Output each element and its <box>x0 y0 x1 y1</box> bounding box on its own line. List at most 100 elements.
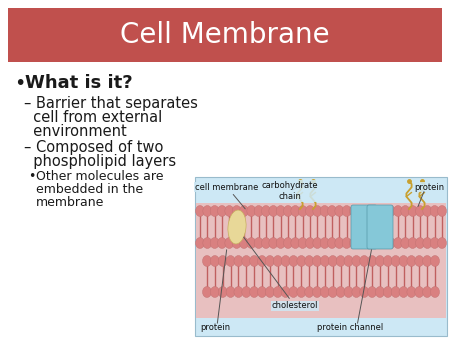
Ellipse shape <box>234 256 243 266</box>
Ellipse shape <box>210 206 219 217</box>
Ellipse shape <box>423 256 432 266</box>
Ellipse shape <box>306 238 315 248</box>
Ellipse shape <box>232 206 241 217</box>
Ellipse shape <box>195 238 204 248</box>
Ellipse shape <box>372 206 381 217</box>
Ellipse shape <box>368 287 377 297</box>
Ellipse shape <box>408 238 417 248</box>
Ellipse shape <box>250 256 259 266</box>
Ellipse shape <box>291 238 300 248</box>
Ellipse shape <box>254 206 263 217</box>
Ellipse shape <box>375 256 384 266</box>
Ellipse shape <box>430 238 439 248</box>
Ellipse shape <box>423 206 432 217</box>
Ellipse shape <box>234 287 243 297</box>
Ellipse shape <box>379 206 388 217</box>
Ellipse shape <box>313 256 322 266</box>
Ellipse shape <box>232 238 241 248</box>
Ellipse shape <box>266 287 274 297</box>
FancyBboxPatch shape <box>195 177 447 336</box>
Text: phospholipid layers: phospholipid layers <box>24 154 176 169</box>
Ellipse shape <box>357 238 366 248</box>
Ellipse shape <box>254 238 263 248</box>
Ellipse shape <box>437 206 446 217</box>
Ellipse shape <box>379 238 388 248</box>
Ellipse shape <box>239 238 248 248</box>
Ellipse shape <box>281 287 290 297</box>
Ellipse shape <box>298 206 307 217</box>
Ellipse shape <box>386 206 395 217</box>
Ellipse shape <box>357 206 366 217</box>
Ellipse shape <box>276 206 285 217</box>
Ellipse shape <box>247 238 256 248</box>
Ellipse shape <box>217 206 226 217</box>
Ellipse shape <box>242 256 251 266</box>
Ellipse shape <box>202 256 211 266</box>
Ellipse shape <box>368 256 377 266</box>
Ellipse shape <box>401 206 410 217</box>
Ellipse shape <box>203 206 212 217</box>
Ellipse shape <box>393 206 402 217</box>
Ellipse shape <box>266 256 274 266</box>
Text: Other molecules are: Other molecules are <box>36 170 163 183</box>
Ellipse shape <box>415 206 424 217</box>
Text: protein: protein <box>414 183 444 192</box>
Ellipse shape <box>269 238 278 248</box>
Text: cell membrane: cell membrane <box>195 183 259 209</box>
Ellipse shape <box>284 238 292 248</box>
Ellipse shape <box>305 256 314 266</box>
Ellipse shape <box>203 238 212 248</box>
Ellipse shape <box>225 238 234 248</box>
Ellipse shape <box>360 256 369 266</box>
Ellipse shape <box>344 287 353 297</box>
Ellipse shape <box>273 287 282 297</box>
Ellipse shape <box>297 256 306 266</box>
Ellipse shape <box>350 206 359 217</box>
Ellipse shape <box>328 256 338 266</box>
Text: Cell Membrane: Cell Membrane <box>120 21 330 49</box>
Ellipse shape <box>415 287 424 297</box>
Ellipse shape <box>242 287 251 297</box>
Text: What is it?: What is it? <box>25 74 133 92</box>
Ellipse shape <box>218 256 227 266</box>
Ellipse shape <box>247 206 256 217</box>
Ellipse shape <box>383 287 392 297</box>
Ellipse shape <box>289 256 298 266</box>
Ellipse shape <box>261 206 270 217</box>
FancyBboxPatch shape <box>351 205 377 249</box>
Ellipse shape <box>320 206 329 217</box>
Ellipse shape <box>273 256 282 266</box>
Text: cholesterol: cholesterol <box>243 237 318 311</box>
Ellipse shape <box>399 287 408 297</box>
Text: •: • <box>14 74 25 93</box>
Ellipse shape <box>210 256 219 266</box>
Ellipse shape <box>391 256 400 266</box>
Ellipse shape <box>352 287 361 297</box>
FancyBboxPatch shape <box>8 8 442 62</box>
Ellipse shape <box>306 206 315 217</box>
Ellipse shape <box>401 238 410 248</box>
Ellipse shape <box>431 256 440 266</box>
Ellipse shape <box>250 287 259 297</box>
Ellipse shape <box>202 287 211 297</box>
Ellipse shape <box>407 256 416 266</box>
Ellipse shape <box>375 287 384 297</box>
Ellipse shape <box>320 287 329 297</box>
Ellipse shape <box>430 206 439 217</box>
Ellipse shape <box>408 206 417 217</box>
Text: protein: protein <box>200 323 230 333</box>
Ellipse shape <box>364 206 373 217</box>
Ellipse shape <box>298 238 307 248</box>
Ellipse shape <box>350 238 359 248</box>
Ellipse shape <box>297 287 306 297</box>
Ellipse shape <box>383 256 392 266</box>
Ellipse shape <box>372 238 381 248</box>
Ellipse shape <box>335 238 344 248</box>
Ellipse shape <box>415 238 424 248</box>
Ellipse shape <box>437 238 446 248</box>
Ellipse shape <box>344 256 353 266</box>
Text: cell from external: cell from external <box>24 110 162 125</box>
Text: carbohydrate
chain: carbohydrate chain <box>262 181 318 201</box>
Ellipse shape <box>226 256 235 266</box>
Ellipse shape <box>217 238 226 248</box>
